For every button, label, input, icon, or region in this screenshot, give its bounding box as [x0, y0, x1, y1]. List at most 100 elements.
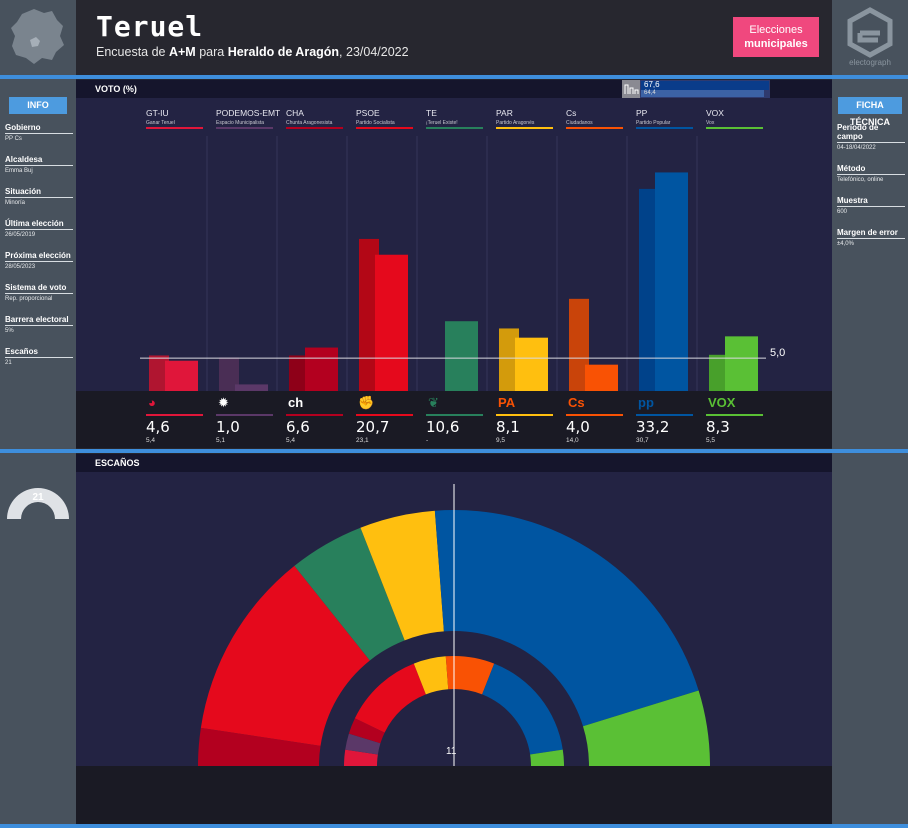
tech-item: Margen de error ±4,0%	[837, 228, 908, 247]
page-title: Teruel	[96, 10, 204, 43]
info-value: 21	[5, 360, 12, 366]
bar-current-CHA	[305, 347, 338, 391]
prev-seat-arc-PSOE	[354, 663, 426, 733]
party-subname-CHA: Chunta Aragonesista	[286, 120, 333, 126]
party-color-line	[706, 127, 763, 129]
bloc-indicator: 67,6 64,4	[622, 80, 770, 98]
info-item: Escaños 21	[5, 347, 76, 366]
tech-label: Periodo de campo	[837, 123, 905, 143]
party-color-line	[496, 414, 553, 416]
party-name-CHA: CHA	[286, 108, 304, 118]
middle-separator	[0, 449, 908, 453]
votes-strip	[76, 391, 832, 448]
bar-previous-VOX	[709, 354, 729, 391]
seats-total: 21	[32, 492, 44, 503]
party-color-line	[426, 127, 483, 129]
seat-arc-PSOE	[200, 565, 370, 746]
threshold-label: 5,0	[770, 347, 786, 359]
teruel-map-icon	[0, 0, 76, 76]
prev-seat-arc-PODEMOS-EMT	[345, 733, 381, 755]
party-color-line	[286, 127, 343, 129]
prev-seat-arc-GT-IU	[344, 749, 378, 766]
info-item: Barrera electoral 5%	[5, 315, 76, 334]
bloc-icon	[622, 80, 640, 98]
party-name-GT-IU: GT-IU	[146, 108, 169, 118]
brand-name: electograph	[849, 58, 891, 67]
votes-title: VOTO (%)	[95, 84, 137, 94]
bar-current-PSOE	[375, 254, 408, 391]
seats-title: ESCAÑOS	[95, 458, 140, 468]
info-label: Escaños	[5, 347, 73, 358]
vote-previous-PAR: 9,5	[496, 437, 506, 444]
seats-strip	[76, 766, 832, 824]
bloc-previous-bar	[641, 90, 764, 97]
prev-seat-arc-PP	[482, 663, 563, 755]
party-name-VOX: VOX	[706, 108, 724, 118]
tech-label: Método	[837, 164, 905, 175]
party-color-line	[146, 127, 203, 129]
vox-logo-icon: VOX	[708, 395, 736, 410]
vote-previous-Cs: 14,0	[566, 437, 579, 444]
party-subname-PSOE: Partido Socialista	[356, 120, 395, 126]
party-subname-PODEMOS-EMT: Espacio Municipalista	[216, 120, 265, 126]
gt-logo-icon: ◕	[148, 395, 156, 410]
party-color-line	[216, 414, 273, 416]
election-type-badge: Elecciones municipales	[733, 17, 819, 57]
info-label: Alcaldesa	[5, 155, 73, 166]
bar-current-Cs	[585, 364, 618, 391]
media: Heraldo de Aragón	[227, 45, 340, 59]
party-subname-GT-IU: Ganar Teruel	[146, 120, 175, 126]
vote-bar-chart	[140, 136, 766, 391]
party-name-PP: PP	[636, 108, 648, 118]
tech-sidebar: FICHA TÉCNICA Periodo de campo 04-18/04/2…	[832, 79, 908, 449]
vote-previous-GT-IU: 5,4	[146, 437, 156, 444]
tech-value: Telefónico, online	[837, 177, 884, 183]
bar-current-VOX	[725, 336, 758, 391]
tech-head: FICHA TÉCNICA	[838, 97, 902, 127]
info-label: Última elección	[5, 219, 73, 230]
info-value: Minoría	[5, 200, 26, 206]
info-value: Emma Buj	[5, 168, 33, 174]
info-head: INFO	[9, 97, 67, 114]
bar-previous-PP	[639, 188, 659, 391]
info-item: Sistema de voto Rep. proporcional	[5, 283, 76, 302]
party-color-line	[566, 127, 623, 129]
party-color-line	[146, 414, 203, 416]
seat-arc-VOX	[583, 690, 710, 766]
tech-list: Periodo de campo 04-18/04/2022 Método Telef…	[837, 123, 908, 247]
podemos-logo-icon: ✹	[218, 395, 229, 410]
info-item: Alcaldesa Emma Buj	[5, 155, 76, 174]
party-subname-PAR: Partido Aragonés	[496, 120, 535, 126]
bar-current-GT-IU	[165, 360, 198, 391]
info-label: Próxima elección	[5, 251, 73, 262]
tech-value: ±4,0%	[837, 241, 854, 247]
vote-value-PAR: 8,1	[496, 418, 520, 436]
seat-arc-PAR	[360, 510, 444, 641]
electograph-logo	[832, 0, 908, 76]
party-subname-Cs: Ciudadanos	[566, 120, 593, 126]
pp-logo-icon: pp	[638, 395, 654, 410]
bar-previous-Cs	[569, 298, 589, 391]
party-color-line	[706, 414, 763, 416]
party-color-line	[286, 414, 343, 416]
prev-seat-arc-PAR	[413, 656, 449, 695]
header-separator	[0, 75, 908, 79]
info-label: Gobierno	[5, 123, 73, 134]
info-item: Última elección 26/05/2019	[5, 219, 76, 238]
tech-item: Método Telefónico, online	[837, 164, 908, 183]
prev-seat-arc-CHA	[348, 718, 385, 744]
info-label: Sistema de voto	[5, 283, 73, 294]
party-color-line	[216, 127, 273, 129]
vote-value-TE: 10,6	[426, 418, 460, 436]
bloc-previous-value: 64,4	[644, 90, 656, 96]
te-logo-icon: ❦	[428, 395, 439, 410]
tech-label: Margen de error	[837, 228, 905, 239]
party-color-line	[636, 127, 693, 129]
party-subname-TE: ¡Teruel Existe!	[426, 120, 458, 126]
seats-sidebar-right	[832, 453, 908, 824]
bar-previous-PSOE	[359, 238, 379, 391]
party-color-line	[356, 127, 413, 129]
prev-seat-arc-VOX	[530, 749, 564, 766]
party-name-TE: TE	[426, 108, 437, 118]
info-list: Gobierno PP Cs Alcaldesa Emma Buj Situación M…	[5, 123, 76, 366]
